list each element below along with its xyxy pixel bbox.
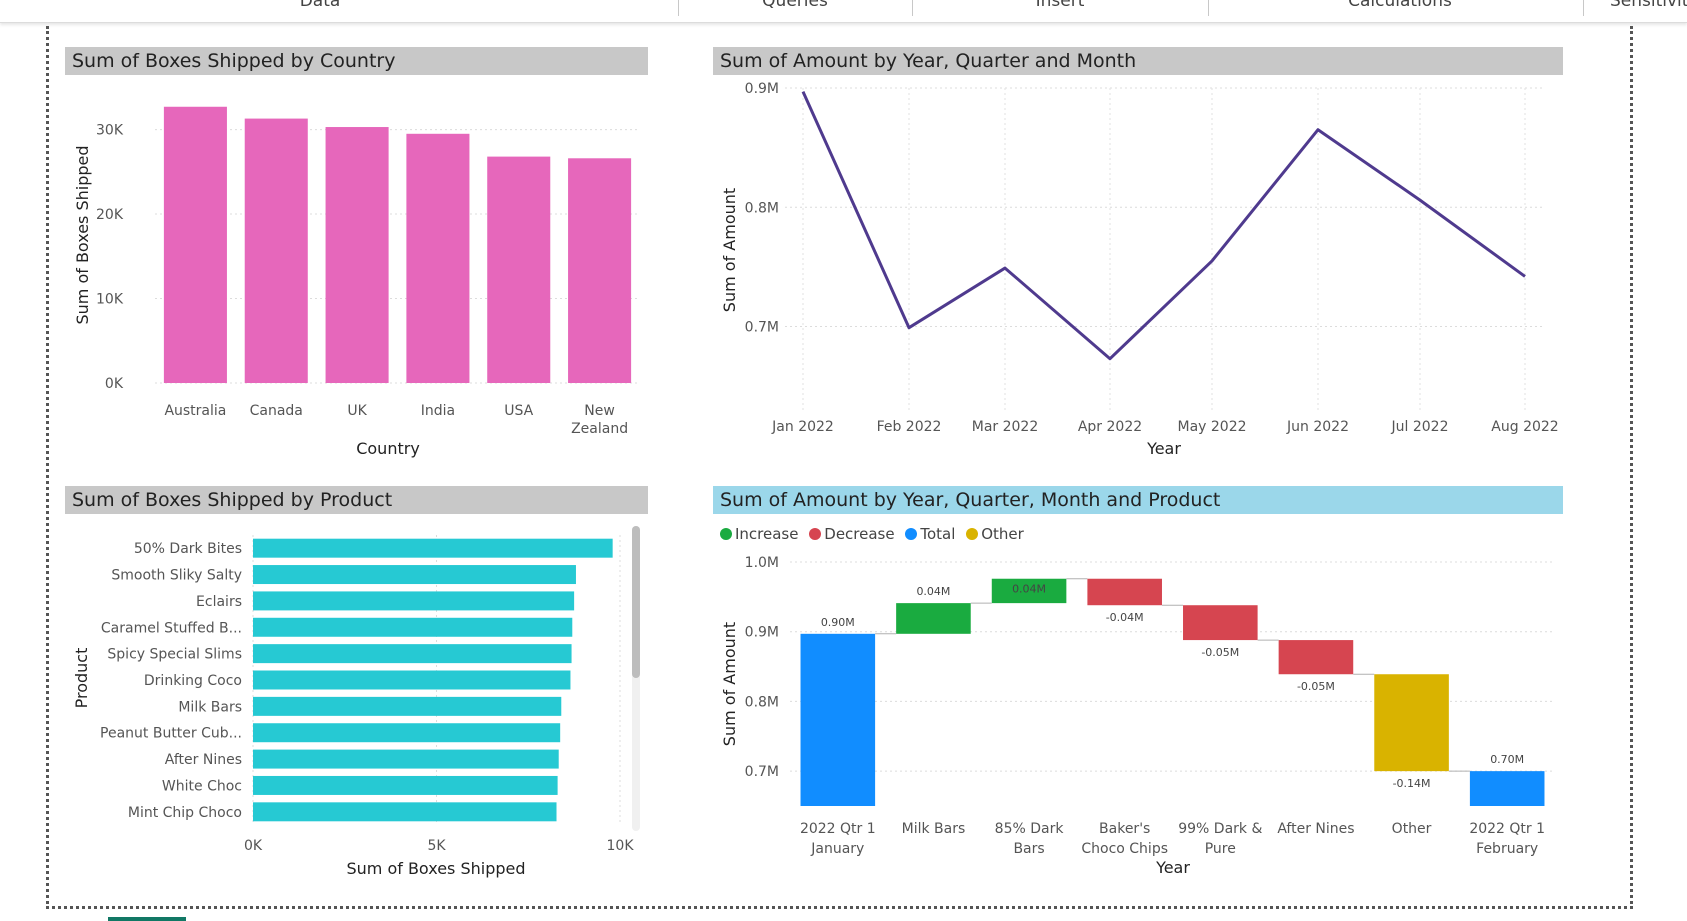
product-scrollbar-thumb[interactable] — [632, 526, 640, 678]
legend-dot-icon — [905, 528, 918, 540]
product-scrollbar-track[interactable] — [632, 526, 640, 831]
legend-item-increase[interactable]: Increase — [720, 525, 798, 543]
chart-title-product: Sum of Boxes Shipped by Product — [65, 486, 648, 514]
ribbon-tab-queries[interactable]: Queries — [762, 0, 828, 11]
legend-dot-icon — [966, 528, 979, 540]
ribbon-separator — [912, 0, 913, 16]
chart-title-month: Sum of Amount by Year, Quarter and Month — [713, 47, 1563, 75]
report-canvas — [46, 26, 1633, 909]
legend-dot-icon — [809, 528, 822, 540]
ribbon-separator — [1208, 0, 1209, 16]
ribbon-separator — [1583, 0, 1584, 16]
ribbon-bar: Data Queries Insert Calculations Sensiti… — [0, 0, 1687, 23]
ribbon-tab-calculations[interactable]: Calculations — [1348, 0, 1452, 11]
legend-label: Total — [920, 525, 956, 543]
ribbon-separator — [678, 0, 679, 16]
chart-title-waterfall: Sum of Amount by Year, Quarter, Month an… — [713, 486, 1563, 514]
ribbon-tab-data[interactable]: Data — [299, 0, 341, 11]
legend-label: Increase — [735, 525, 799, 543]
legend-item-other[interactable]: Other — [966, 525, 1024, 543]
page-tab-indicator[interactable] — [108, 917, 186, 921]
waterfall-legend: Increase Decrease Total Other — [720, 525, 1030, 543]
chart-title-country: Sum of Boxes Shipped by Country — [65, 47, 648, 75]
ribbon-tab-insert[interactable]: Insert — [1035, 0, 1085, 11]
legend-dot-icon — [720, 528, 732, 540]
legend-label: Decrease — [824, 525, 895, 543]
legend-item-decrease[interactable]: Decrease — [809, 525, 895, 543]
legend-item-total[interactable]: Total — [905, 525, 955, 543]
ribbon-tab-sensitivity[interactable]: Sensitivity — [1610, 0, 1687, 11]
legend-label: Other — [981, 525, 1024, 543]
